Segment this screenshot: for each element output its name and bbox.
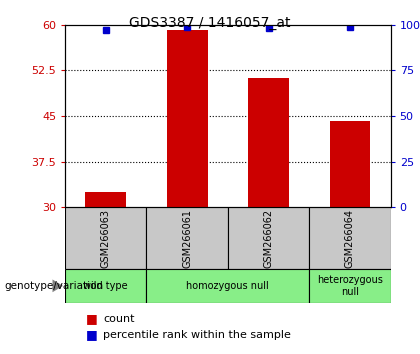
Text: GDS3387 / 1416057_at: GDS3387 / 1416057_at	[129, 16, 291, 30]
Bar	[147, 207, 228, 269]
Text: ■: ■	[86, 312, 98, 325]
Polygon shape	[52, 280, 63, 292]
Text: genotype/variation: genotype/variation	[4, 281, 103, 291]
Text: wild type: wild type	[84, 281, 128, 291]
Bar	[228, 207, 309, 269]
Text: GSM266063: GSM266063	[101, 209, 111, 268]
Text: percentile rank within the sample: percentile rank within the sample	[103, 330, 291, 339]
Bar	[85, 192, 126, 207]
Text: GSM266062: GSM266062	[263, 209, 273, 268]
Text: count: count	[103, 314, 134, 324]
Text: heterozygous
null: heterozygous null	[317, 275, 383, 297]
Text: GSM266064: GSM266064	[345, 209, 355, 268]
Bar	[309, 269, 391, 303]
Text: ■: ■	[86, 328, 98, 341]
Bar	[147, 269, 309, 303]
Bar	[330, 121, 370, 207]
Text: GSM266061: GSM266061	[182, 209, 192, 268]
Bar	[65, 207, 147, 269]
Bar	[248, 78, 289, 207]
Bar	[167, 30, 207, 207]
Bar	[309, 207, 391, 269]
Text: homozygous null: homozygous null	[186, 281, 269, 291]
Bar	[65, 269, 147, 303]
